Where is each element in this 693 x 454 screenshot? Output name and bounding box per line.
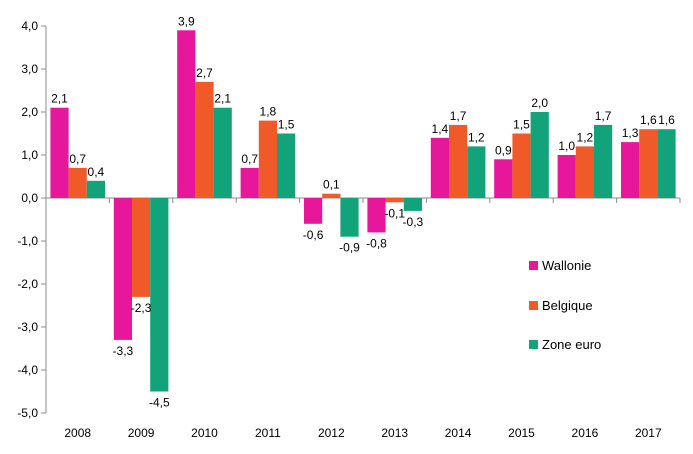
bars: [50, 30, 676, 392]
y-tick-label: -5,0: [17, 406, 38, 420]
legend-label: Zone euro: [542, 337, 601, 352]
bar-wallonie-2016: [557, 155, 576, 198]
bar-zone-euro-2016: [594, 124, 613, 198]
bar-belgique-2010: [195, 81, 214, 198]
y-tick-label: 1,0: [21, 148, 38, 162]
data-label: 1,7: [595, 109, 612, 123]
bar-zone-euro-2015: [530, 112, 549, 198]
bar-zone-euro-2013: [403, 198, 422, 211]
data-label: 1,3: [622, 126, 639, 140]
data-label: -0,9: [339, 241, 360, 255]
bar-wallonie-2011: [240, 167, 259, 198]
data-label: 2,1: [51, 92, 68, 106]
data-label: 0,4: [88, 165, 105, 179]
data-label: 1,8: [260, 105, 277, 119]
y-tick-label: -2,0: [17, 277, 38, 291]
x-tick-label: 2012: [318, 426, 345, 440]
bar-zone-euro-2008: [86, 180, 105, 198]
bar-belgique-2016: [575, 146, 594, 198]
y-tick-label: -4,0: [17, 363, 38, 377]
bar-wallonie-2012: [304, 198, 323, 224]
bar-wallonie-2013: [367, 198, 386, 233]
bar-zone-euro-2012: [340, 198, 359, 237]
bar-belgique-2008: [68, 167, 87, 198]
y-tick-label: 2,0: [21, 105, 38, 119]
legend-swatch-zone-euro: [529, 340, 538, 349]
data-label: -3,3: [113, 344, 134, 358]
y-tick-label: -3,0: [17, 320, 38, 334]
data-label: -0,1: [384, 206, 405, 220]
data-label: -2,3: [131, 301, 152, 315]
x-tick-label: 2017: [635, 426, 662, 440]
legend-swatch-belgique: [529, 301, 538, 310]
data-label: 0,7: [241, 152, 258, 166]
bar-wallonie-2017: [621, 142, 640, 198]
x-tick-label: 2015: [508, 426, 535, 440]
data-label: 2,0: [531, 96, 548, 110]
data-label: 2,7: [196, 66, 213, 80]
x-tick-label: 2009: [128, 426, 155, 440]
legend-swatch-wallonie: [529, 261, 538, 270]
data-label: -0,6: [303, 228, 324, 242]
data-label: 1,5: [278, 118, 295, 132]
data-label: -4,5: [149, 396, 170, 410]
bar-belgique-2011: [258, 120, 277, 198]
x-tick-label: 2008: [64, 426, 91, 440]
x-tick-label: 2013: [381, 426, 408, 440]
x-tick-label: 2016: [572, 426, 599, 440]
data-label: 1,6: [640, 113, 657, 127]
x-tick-label: 2011: [255, 426, 281, 440]
data-label: -0,3: [403, 215, 424, 229]
bar-zone-euro-2014: [467, 146, 486, 198]
y-tick-label: 0,0: [21, 191, 38, 205]
y-tick-label: -1,0: [17, 234, 38, 248]
legend-label: Belgique: [542, 298, 593, 313]
data-label: 1,0: [558, 139, 575, 153]
data-label: 0,7: [69, 152, 86, 166]
bar-zone-euro-2011: [277, 133, 296, 198]
bar-belgique-2017: [639, 129, 658, 198]
bar-belgique-2013: [385, 198, 404, 203]
y-tick-label: 3,0: [21, 62, 38, 76]
bar-belgique-2012: [322, 193, 341, 198]
x-tick-label: 2014: [445, 426, 472, 440]
data-label: 1,4: [432, 122, 449, 136]
data-label: 0,1: [323, 178, 340, 192]
x-tick-label: 2010: [191, 426, 218, 440]
axes: 4,0 3,0 2,0 1,0 0,0 -1,0 -2,0 -3,0 -4,0 -5,0 2008 2…: [17, 19, 681, 440]
data-label: 0,9: [495, 143, 512, 157]
data-label: 1,2: [577, 130, 594, 144]
data-labels: 2,1 -3,3 3,9 0,7 -0,6 -0,8 1,4 0,9 1,0 1,3 0,7 -2,3…: [51, 14, 675, 409]
bar-wallonie-2009: [113, 198, 132, 340]
bar-belgique-2014: [449, 124, 468, 198]
data-label: 1,5: [513, 118, 530, 132]
data-label: 3,9: [178, 14, 195, 28]
bar-belgique-2015: [512, 133, 531, 198]
data-label: 1,7: [450, 109, 467, 123]
legend: Wallonie Belgique Zone euro: [529, 258, 601, 352]
y-tick-label: 4,0: [21, 19, 38, 33]
bar-wallonie-2010: [177, 30, 196, 198]
data-label: 1,6: [658, 113, 675, 127]
bar-wallonie-2015: [494, 159, 513, 198]
bar-wallonie-2008: [50, 107, 69, 198]
bar-zone-euro-2009: [150, 198, 169, 392]
data-label: -0,8: [366, 236, 387, 250]
bar-zone-euro-2010: [213, 107, 232, 198]
data-label: 1,2: [468, 130, 485, 144]
bar-wallonie-2014: [430, 137, 449, 198]
bar-zone-euro-2017: [657, 129, 676, 198]
legend-label: Wallonie: [542, 258, 591, 273]
data-label: 2,1: [214, 92, 231, 106]
bar-belgique-2009: [132, 198, 151, 297]
